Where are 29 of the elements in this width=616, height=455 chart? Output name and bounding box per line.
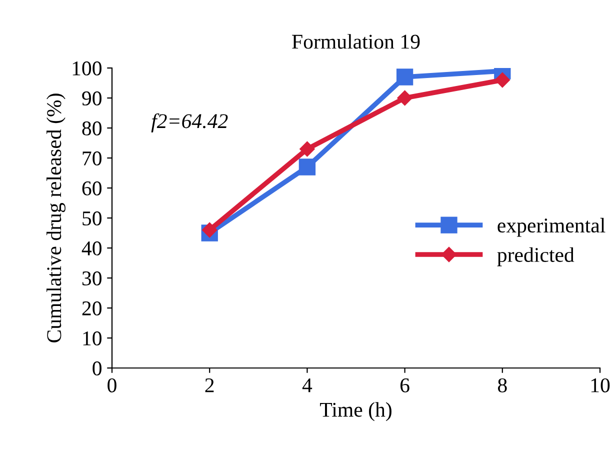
point — [397, 90, 412, 106]
x-tick-label: 10 — [591, 378, 610, 392]
y-tick-label: 30 — [82, 271, 102, 286]
y-tick-label: 90 — [82, 91, 102, 106]
x-axis-title: Time (h) — [320, 402, 392, 422]
y-tick-label: 100 — [72, 61, 102, 76]
y-tick-label: 50 — [82, 211, 102, 226]
y-tick-label: 0 — [92, 361, 102, 376]
y-axis-title: Cumulative drug released (%) — [46, 94, 66, 342]
x-tick-label: 0 — [108, 378, 116, 392]
chart-title: Formulation 19 — [292, 34, 420, 49]
point — [300, 141, 315, 157]
point — [396, 68, 414, 86]
point — [494, 72, 510, 88]
legend-label: experimental — [498, 218, 606, 237]
x-tick-label: 6 — [400, 378, 410, 392]
annotation: f2=64.42 — [151, 113, 228, 132]
y-tick-label: 80 — [82, 121, 102, 136]
legend-label: predicted — [497, 247, 574, 266]
y-tick-label: 20 — [82, 301, 102, 316]
x-tick-label: 8 — [498, 378, 507, 392]
x-tick-label: 2 — [205, 378, 214, 392]
y-tick-label: 40 — [82, 241, 102, 256]
y-tick-label: 60 — [82, 181, 102, 196]
point — [202, 222, 218, 238]
point — [298, 158, 316, 176]
x-tick-label: 4 — [302, 378, 312, 392]
y-tick-label: 70 — [82, 151, 102, 166]
y-tick-label: 10 — [83, 331, 102, 346]
